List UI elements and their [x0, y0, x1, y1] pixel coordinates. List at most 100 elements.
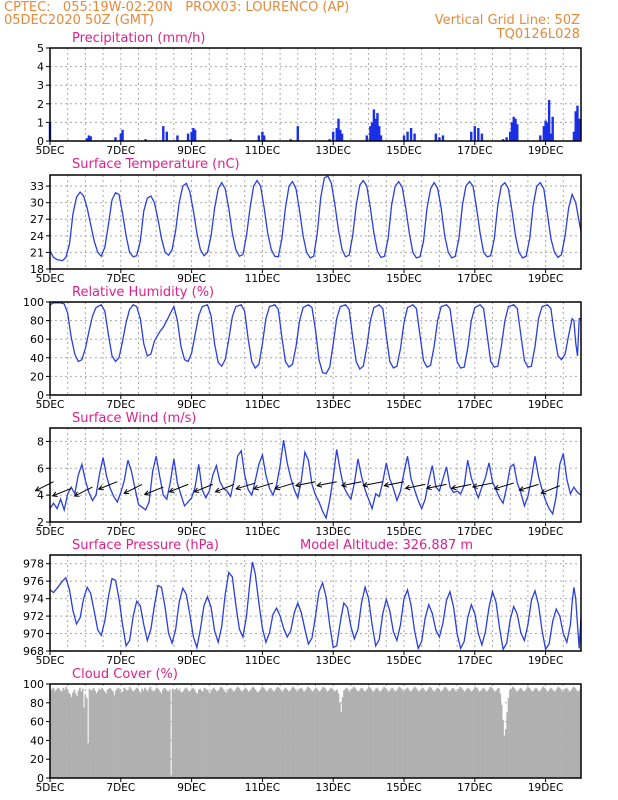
temp-title: Surface Temperature (nC) — [72, 157, 240, 172]
cloud-bar — [475, 687, 478, 778]
cloud-bar — [253, 687, 255, 778]
cloud-bar — [498, 687, 500, 778]
cloud-bar — [329, 688, 332, 778]
precip-panel — [46, 47, 582, 145]
wind-arrow-head — [97, 484, 104, 491]
wind-arrow — [426, 483, 447, 489]
rh-ytick-label: 20 — [30, 370, 44, 383]
rh-series-line — [49, 302, 581, 375]
precip-bar — [378, 126, 381, 141]
cloud-bar — [574, 687, 576, 778]
cloud-bar — [486, 690, 489, 778]
rh-xtick-label: 15DEC — [386, 399, 421, 411]
cloud-bar — [433, 691, 435, 778]
rh-xtick-label: 9DEC — [177, 399, 206, 411]
cloud-bar — [55, 689, 58, 778]
cloud-bar — [441, 690, 444, 778]
cloud-bar — [308, 687, 311, 778]
precip-bar — [574, 111, 577, 141]
cloud-bar — [113, 695, 116, 778]
cloud-bar — [553, 691, 556, 778]
wind-frame — [49, 427, 582, 523]
cloud-bar — [464, 690, 467, 778]
precip-xtick-label: 13DEC — [315, 145, 350, 157]
wind-ytick-label: 6 — [37, 462, 44, 475]
cloud-bar — [286, 689, 289, 778]
precip-bar — [376, 113, 379, 141]
wind-arrow-head — [425, 484, 432, 491]
temp-xtick-label: 19DEC — [528, 273, 563, 285]
cloud-bar — [199, 688, 202, 778]
rh-panel — [46, 301, 582, 399]
cloud-bar — [128, 686, 131, 778]
wind-arrow-head — [340, 482, 347, 488]
cloud-bar — [188, 691, 190, 778]
precip-bar — [340, 133, 344, 141]
cloud-bar — [291, 686, 294, 778]
temp-frame — [49, 174, 582, 270]
cloud-bar — [529, 689, 532, 778]
cloud-bar — [424, 691, 427, 778]
cloud-bar — [427, 688, 430, 778]
pressure-xtick-label: 19DEC — [528, 655, 563, 667]
cloud-bar — [91, 689, 94, 778]
cloud-bar — [70, 697, 73, 778]
cloud-bar — [120, 692, 123, 778]
rh-xtick-label: 11DEC — [245, 399, 280, 411]
cloud-bar — [431, 689, 434, 778]
precip-bar — [328, 139, 331, 141]
cloud-bar — [356, 691, 359, 778]
cloud-bar — [507, 698, 510, 778]
cloud-bar — [485, 691, 488, 778]
cloud-xtick-label: 19DEC — [528, 782, 563, 794]
cloud-bar — [305, 688, 308, 778]
cloud-bar — [79, 687, 81, 778]
cloud-bar — [155, 688, 157, 778]
cloud-bar — [543, 687, 546, 778]
precip-bar — [402, 135, 406, 141]
cloud-bar — [94, 690, 96, 778]
wind-arrow — [451, 483, 472, 489]
wind-xtick-label: 15DEC — [386, 526, 421, 538]
cloud-bar — [381, 688, 384, 778]
cloud-bar — [316, 689, 319, 778]
cloud-bar — [58, 688, 60, 778]
cloud-frame — [49, 683, 582, 779]
cloud-bar — [298, 688, 301, 778]
cloud-bar — [182, 690, 185, 778]
cloud-bar — [374, 688, 377, 778]
cloud-bar — [232, 691, 235, 778]
cloud-bar — [202, 691, 204, 778]
cloud-bar — [294, 689, 297, 778]
cloud-bar — [563, 690, 565, 778]
wind-arrow — [123, 483, 143, 494]
precip-bar — [165, 131, 169, 141]
cloud-bar — [144, 687, 146, 778]
cloud-bar — [207, 691, 210, 778]
cloud-bar — [391, 687, 394, 778]
precip-bar — [374, 118, 377, 141]
cloud-xtick-label: 13DEC — [315, 782, 350, 794]
cloud-bar — [262, 687, 265, 778]
precip-bar — [289, 139, 292, 141]
wind-arrow — [253, 482, 274, 490]
cloud-bar — [557, 686, 560, 778]
cloud-bar — [351, 688, 354, 778]
wind-arrow-head — [518, 486, 525, 492]
wind-arrow-head — [493, 484, 500, 491]
wind-arrow-head — [51, 491, 58, 497]
precip-bar — [190, 131, 193, 141]
cloud-ytick-label: 20 — [30, 753, 44, 766]
cloud-bar — [506, 712, 509, 778]
precip-bar — [332, 131, 335, 141]
cloud-bar — [571, 688, 574, 778]
cloud-bar — [272, 691, 275, 778]
precip-bar — [578, 118, 581, 141]
cloud-bar — [145, 689, 148, 778]
cloud-bar — [455, 691, 457, 778]
cloud-bar — [87, 743, 90, 778]
cloud-bar — [337, 693, 340, 778]
cloud-bar — [420, 688, 423, 778]
cloud-bar — [177, 690, 179, 778]
cloud-bar — [76, 696, 78, 778]
